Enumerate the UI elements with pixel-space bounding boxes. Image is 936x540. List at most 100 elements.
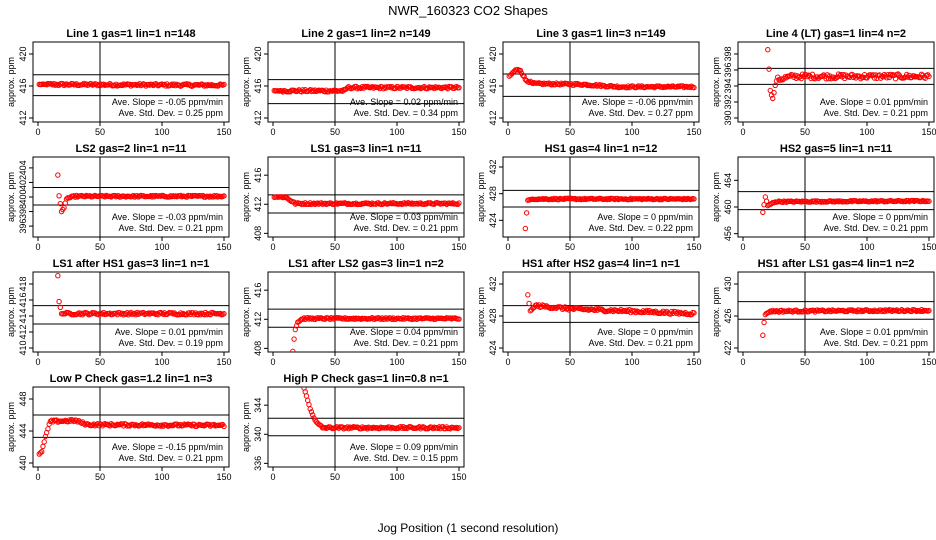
- data-point: [66, 417, 72, 423]
- data-point: [376, 425, 383, 432]
- data-points: [36, 80, 227, 89]
- slope-stat: Ave. Slope = 0 ppm/min: [832, 212, 928, 222]
- plot-frame: [502, 156, 700, 238]
- data-point: [634, 84, 640, 91]
- data-point: [400, 314, 406, 321]
- data-points: [55, 273, 227, 318]
- data-point: [659, 309, 665, 316]
- y-axis-label: approx. ppm: [241, 402, 251, 452]
- data-point: [149, 81, 155, 88]
- data-point: [88, 81, 95, 87]
- x-tick-label: 0: [740, 242, 745, 252]
- data-point: [521, 73, 527, 80]
- std-dev-stat: Ave. Std. Dev. = 0.19 ppm: [119, 338, 223, 348]
- y-tick-label: 432: [488, 159, 498, 174]
- data-point: [798, 199, 804, 205]
- data-point: [340, 316, 347, 322]
- data-point: [363, 424, 369, 431]
- data-points: [760, 306, 932, 338]
- y-tick-label: 416: [253, 168, 263, 183]
- data-point: [70, 417, 76, 424]
- data-point: [912, 307, 919, 314]
- data-point: [870, 308, 876, 315]
- data-point: [301, 315, 307, 321]
- y-tick-label: 408: [253, 226, 263, 241]
- data-point: [803, 307, 809, 314]
- data-point: [558, 80, 565, 86]
- data-point: [82, 422, 88, 428]
- y-axis-label: approx. ppm: [711, 57, 721, 107]
- data-points: [765, 47, 932, 102]
- data-point: [354, 86, 361, 92]
- data-point: [398, 85, 404, 91]
- x-tick-label: 0: [505, 357, 510, 367]
- data-point: [151, 194, 158, 200]
- plot-frame: [267, 156, 465, 238]
- x-tick-label: 0: [270, 127, 275, 137]
- data-point: [370, 85, 377, 91]
- x-tick-label: 50: [330, 127, 340, 137]
- data-points: [301, 387, 462, 432]
- panel-title: Low P Check gas=1.2 lin=1 n=3: [50, 373, 213, 385]
- y-tick-label: 416: [253, 283, 263, 298]
- std-dev-stat: Ave. Std. Dev. = 0.25 ppm: [119, 108, 223, 118]
- data-point: [153, 423, 159, 429]
- data-point: [792, 72, 798, 78]
- data-point: [45, 426, 51, 432]
- data-point: [211, 421, 217, 428]
- data-point: [291, 336, 297, 342]
- data-points: [271, 194, 462, 208]
- data-point: [56, 298, 62, 305]
- data-point: [691, 196, 697, 202]
- y-tick-label: 422: [723, 340, 733, 355]
- panel-title: High P Check gas=1 lin=0.8 n=1: [283, 373, 448, 385]
- data-point: [650, 84, 656, 90]
- data-point: [295, 88, 301, 94]
- data-point: [691, 310, 697, 316]
- data-point: [324, 425, 331, 431]
- data-point: [430, 84, 436, 91]
- y-tick-label: 448: [18, 391, 28, 406]
- data-point: [926, 307, 932, 314]
- panel-4: Line 4 (LT) gas=1 lin=4 n=20 50 100 1503903…: [711, 28, 936, 137]
- x-tick-label: 100: [624, 242, 639, 252]
- data-point: [57, 304, 64, 311]
- data-point: [628, 195, 634, 202]
- slope-stat: Ave. Slope = 0.01 ppm/min: [115, 327, 223, 337]
- data-point: [172, 82, 179, 89]
- std-dev-stat: Ave. Std. Dev. = 0.21 ppm: [824, 338, 928, 348]
- y-axis-label: approx. ppm: [241, 57, 251, 107]
- std-dev-stat: Ave. Std. Dev. = 0.15 ppm: [354, 453, 458, 463]
- data-point: [389, 201, 395, 207]
- panel-title: LS1 after HS1 gas=3 lin=1 n=1: [53, 258, 210, 270]
- data-point: [389, 316, 395, 323]
- data-point: [333, 200, 339, 206]
- y-tick-label: 444: [18, 423, 28, 438]
- y-axis-label: approx. ppm: [6, 57, 16, 107]
- data-point: [549, 305, 556, 312]
- data-point: [50, 82, 56, 88]
- x-tick-label: 0: [35, 242, 40, 252]
- x-tick-label: 100: [859, 357, 874, 367]
- data-point: [824, 308, 831, 315]
- y-tick-label: 460: [723, 199, 733, 214]
- data-points: [522, 195, 697, 232]
- data-point: [132, 310, 138, 317]
- data-point: [872, 198, 879, 204]
- panel-6: LS1 gas=3 lin=1 n=11 0 50 100 150 408 412 416ap…: [241, 143, 467, 252]
- x-tick-label: 50: [330, 357, 340, 367]
- data-point: [456, 425, 462, 431]
- data-point: [312, 87, 318, 93]
- data-point: [926, 198, 932, 204]
- data-point: [542, 304, 548, 310]
- data-point: [186, 310, 192, 316]
- data-point: [40, 443, 46, 450]
- data-point: [308, 409, 315, 415]
- x-tick-label: 150: [451, 242, 466, 252]
- data-point: [332, 425, 338, 431]
- data-point: [177, 192, 184, 199]
- data-point: [517, 67, 524, 74]
- data-point: [681, 84, 687, 91]
- data-point: [889, 308, 895, 314]
- y-tick-label: 398: [723, 46, 733, 61]
